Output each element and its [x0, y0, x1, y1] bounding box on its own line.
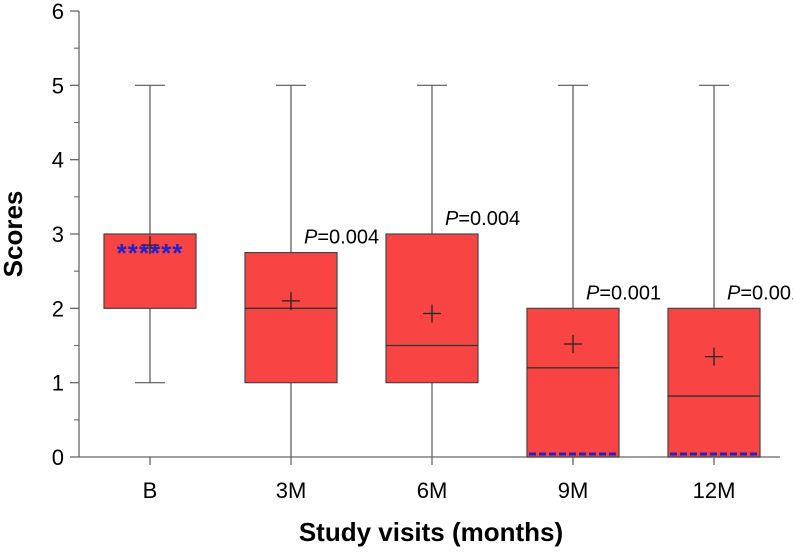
y-tick-label: 0 — [52, 445, 64, 470]
p-value-label: P=0.001 — [586, 282, 661, 304]
y-tick-label: 5 — [52, 73, 64, 98]
box-12M — [667, 307, 761, 458]
x-tick-label: 9M — [558, 478, 589, 503]
x-axis-title: Study visits (months) — [299, 517, 563, 547]
box-3M — [244, 251, 338, 384]
baseline-asterisks: ****** — [117, 238, 184, 268]
p-value-label: P=0.004 — [304, 227, 379, 249]
p-value-label: P=0.004 — [445, 208, 520, 230]
y-tick-label: 4 — [52, 148, 64, 173]
box-9M — [526, 307, 620, 458]
y-tick-label: 1 — [52, 371, 64, 396]
x-tick-label: 3M — [276, 478, 307, 503]
x-tick-label: B — [143, 478, 158, 503]
y-tick-label: 3 — [52, 222, 64, 247]
y-axis-title: Scores — [0, 191, 28, 278]
x-tick-label: 6M — [417, 478, 448, 503]
x-tick-label: 12M — [693, 478, 736, 503]
y-tick-label: 2 — [52, 296, 64, 321]
p-value-label: P=0.001 — [727, 282, 793, 304]
y-tick-label: 6 — [52, 0, 64, 24]
